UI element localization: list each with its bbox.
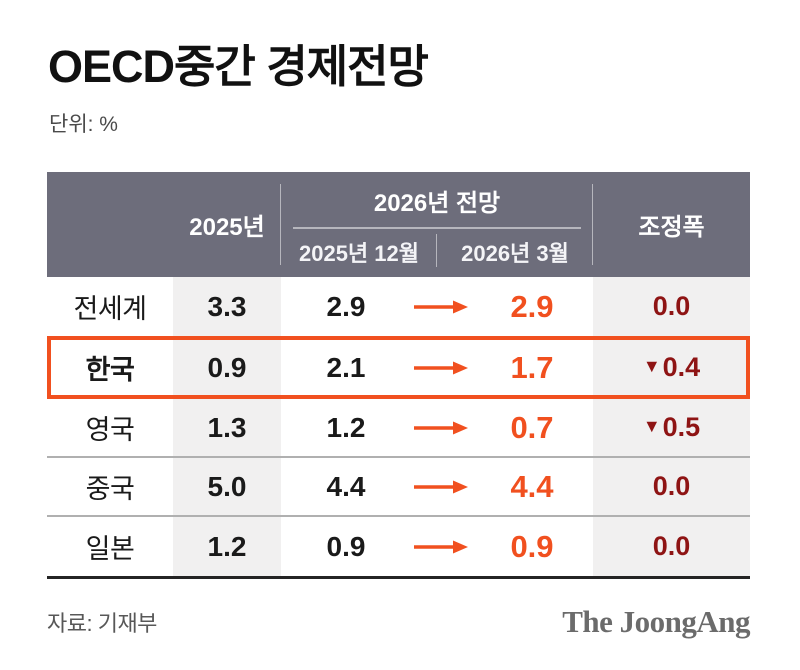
- value-dec-2025: 0.9: [326, 530, 366, 562]
- header-adjustment: 조정폭: [638, 214, 705, 241]
- value-mar-2026: 2.9: [510, 288, 554, 324]
- value-2025: 3.3: [173, 277, 281, 336]
- right-arrow-icon: [411, 360, 471, 376]
- joongang-logo: The JoongAng: [562, 604, 750, 639]
- header-sub-divider: [436, 234, 437, 267]
- right-arrow-icon: [411, 539, 471, 555]
- value-mar-2026: 0.7: [510, 409, 554, 445]
- forecast-cell: 2.9 2.9: [281, 277, 593, 336]
- header-dec-2025: 2025년 12월: [298, 240, 419, 266]
- table-header: 2025년 2026년 전망 2025년 12월 2026년 3월 조정폭: [47, 172, 750, 277]
- table-row: 일본 1.2 0.9 0.9 ▼0.0: [47, 517, 750, 576]
- header-divider-right: [592, 184, 593, 265]
- forecast-table: 2025년 2026년 전망 2025년 12월 2026년 3월 조정폭 전세…: [47, 172, 750, 579]
- forecast-cell: 4.4 4.4: [281, 458, 593, 515]
- down-triangle-icon: ▼: [642, 416, 661, 436]
- header-divider-left: [280, 184, 281, 265]
- forecast-cell: 2.1 1.7: [281, 336, 593, 399]
- value-mar-2026: 0.9: [510, 528, 554, 564]
- value-2025: 5.0: [173, 458, 281, 515]
- adjustment-value: ▼ 0.4: [593, 336, 750, 399]
- adjustment-value: ▼0.0: [593, 277, 750, 336]
- country-name: 한국: [85, 355, 135, 385]
- header-2025: 2025년: [189, 214, 265, 241]
- table-body: 전세계 3.3 2.9 2.9 ▼0.0 한국 0.9 2.1: [47, 277, 750, 579]
- table-row: 중국 5.0 4.4 4.4 ▼0.0: [47, 458, 750, 517]
- value-mar-2026: 4.4: [510, 468, 554, 504]
- country-name: 영국: [85, 415, 135, 445]
- country-name: 전세계: [73, 294, 147, 324]
- unit-label: 단위: %: [49, 113, 118, 136]
- country-name: 일본: [85, 534, 135, 564]
- value-2025: 1.2: [173, 517, 281, 576]
- forecast-cell: 0.9 0.9: [281, 517, 593, 576]
- adjustment-value: ▼0.0: [593, 458, 750, 515]
- table-row: 전세계 3.3 2.9 2.9 ▼0.0: [47, 277, 750, 336]
- header-group-underline: [293, 227, 581, 229]
- right-arrow-icon: [411, 479, 471, 495]
- right-arrow-icon: [411, 299, 471, 315]
- value-dec-2025: 1.2: [326, 411, 366, 443]
- footer: 자료: 기재부 The JoongAng: [47, 600, 750, 644]
- table-row: 한국 0.9 2.1 1.7 ▼ 0.4: [47, 336, 750, 399]
- adjustment-value: ▼ 0.5: [593, 399, 750, 456]
- value-dec-2025: 2.1: [326, 351, 366, 383]
- value-dec-2025: 4.4: [326, 470, 366, 502]
- value-2025: 1.3: [173, 399, 281, 456]
- table-row: 영국 1.3 1.2 0.7 ▼ 0.5: [47, 399, 750, 458]
- adjustment-value: ▼0.0: [593, 517, 750, 576]
- header-2026-forecast-group: 2026년 전망: [373, 189, 501, 217]
- country-name: 중국: [85, 474, 135, 504]
- forecast-cell: 1.2 0.7: [281, 399, 593, 456]
- page-title: OECD중간 경제전망: [48, 41, 429, 92]
- right-arrow-icon: [411, 420, 471, 436]
- down-triangle-icon: ▼: [642, 356, 661, 376]
- header-mar-2026: 2026년 3월: [461, 240, 569, 266]
- value-mar-2026: 1.7: [510, 349, 554, 385]
- value-dec-2025: 2.9: [326, 290, 366, 322]
- value-2025: 0.9: [173, 336, 281, 399]
- source-label: 자료: 기재부: [47, 611, 157, 636]
